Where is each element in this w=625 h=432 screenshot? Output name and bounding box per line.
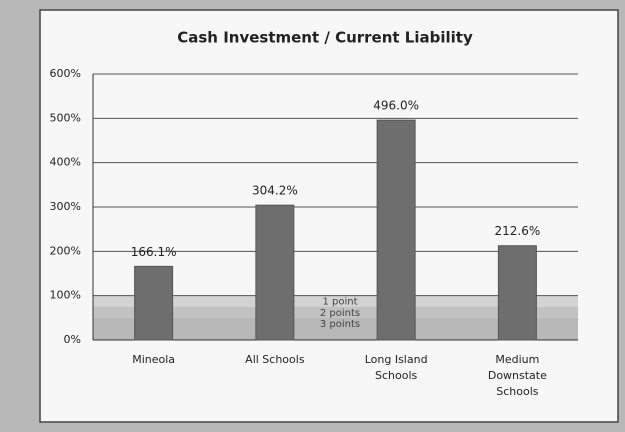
bar <box>134 265 174 341</box>
score-band <box>93 306 578 318</box>
data-label: 166.1% <box>131 245 177 259</box>
y-tick-label: 0% <box>64 333 81 346</box>
chart-frame <box>39 9 619 423</box>
x-tick-label: Long Island Schools <box>365 353 428 382</box>
band-label: 3 points <box>320 319 360 330</box>
band-label: 2 points <box>320 308 360 319</box>
y-tick-label: 100% <box>50 289 81 302</box>
score-band <box>93 317 578 340</box>
y-tick-label: 600% <box>50 67 81 80</box>
bar <box>497 245 537 341</box>
y-tick-label: 300% <box>50 200 81 213</box>
x-tick-label: All Schools <box>245 353 305 366</box>
y-tick-label: 400% <box>50 156 81 169</box>
chart-title: Cash Investment / Current Liability <box>177 29 473 47</box>
y-tick-label: 200% <box>50 244 81 257</box>
x-tick-label: Mineola <box>132 353 175 366</box>
data-label: 212.6% <box>494 224 540 238</box>
band-label: 1 point <box>322 297 357 308</box>
data-label: 304.2% <box>252 184 298 198</box>
bar <box>376 119 416 341</box>
bar <box>255 204 295 341</box>
y-tick-label: 500% <box>50 111 81 124</box>
score-band <box>93 295 578 307</box>
data-label: 496.0% <box>373 99 419 113</box>
x-tick-label: Medium Downstate Schools <box>488 353 547 398</box>
